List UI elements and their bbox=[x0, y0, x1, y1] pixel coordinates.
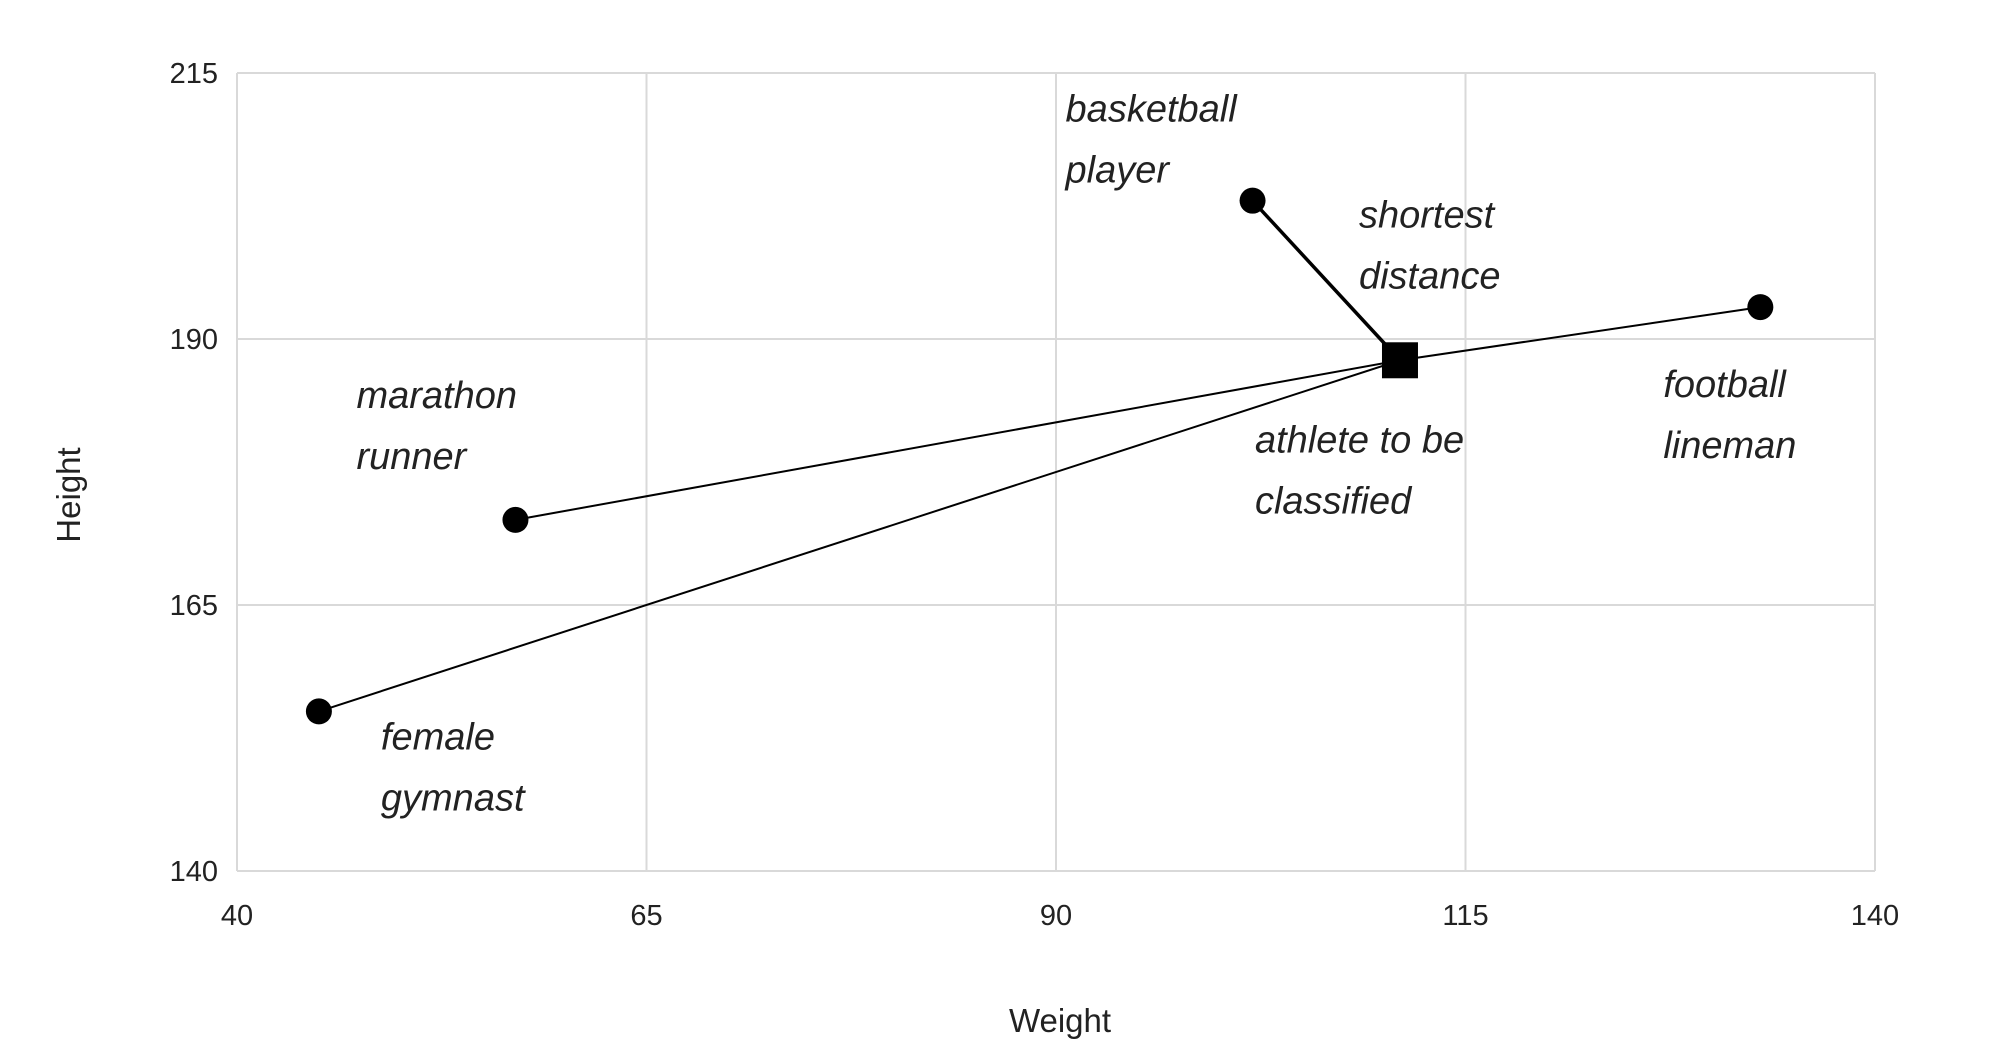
y-tick-label: 190 bbox=[170, 324, 218, 356]
target-athlete-marker bbox=[1381, 342, 1418, 379]
shortest-distance-line bbox=[1251, 199, 1402, 362]
point-label: female gymnast bbox=[381, 716, 526, 819]
athlete-point bbox=[305, 698, 332, 725]
y-axis-title: Height bbox=[50, 447, 87, 542]
shortest-distance-annotation: shortest distance bbox=[1359, 194, 1501, 297]
target-label-line: athlete to be bbox=[1255, 419, 1464, 461]
distance-line bbox=[1399, 306, 1761, 362]
x-tick-label: 90 bbox=[1040, 900, 1072, 932]
target-label-line: classified bbox=[1255, 480, 1413, 522]
point-label: football lineman bbox=[1663, 364, 1796, 467]
target-label: athlete to be classified bbox=[1255, 419, 1464, 522]
point-label-line: female bbox=[381, 716, 495, 758]
point-label: marathon runner bbox=[356, 375, 517, 478]
point-label-line: runner bbox=[356, 436, 467, 478]
point-label-line: marathon bbox=[356, 375, 517, 417]
x-tick-label: 65 bbox=[630, 900, 662, 932]
x-axis-title: Weight bbox=[1009, 1002, 1111, 1039]
point-label-line: player bbox=[1065, 150, 1171, 192]
x-tick-label: 115 bbox=[1442, 900, 1488, 932]
axis-ticks: 40 65 90 115 140 140 165 190 215 bbox=[170, 58, 1900, 932]
grid-lines bbox=[236, 72, 1876, 872]
y-tick-label: 215 bbox=[170, 58, 218, 90]
y-tick-label: 165 bbox=[170, 590, 218, 622]
distance-line bbox=[318, 359, 1401, 713]
shortest-distance-annotation-line: shortest bbox=[1359, 194, 1496, 236]
data-points bbox=[305, 187, 1774, 725]
distance-line bbox=[515, 359, 1401, 521]
shortest-distance-annotation-line: distance bbox=[1359, 255, 1501, 297]
distance-lines bbox=[318, 199, 1761, 713]
point-label-line: football bbox=[1663, 364, 1787, 406]
x-tick-label: 140 bbox=[1851, 900, 1899, 932]
point-label-line: lineman bbox=[1663, 425, 1796, 467]
point-label-line: gymnast bbox=[381, 777, 526, 819]
point-label: basketball player bbox=[1065, 89, 1239, 192]
x-tick-label: 40 bbox=[221, 900, 253, 932]
athlete-point bbox=[1747, 294, 1774, 321]
point-labels: basketball player football lineman marathon r… bbox=[356, 89, 1796, 820]
athlete-point bbox=[1239, 187, 1266, 214]
athlete-point bbox=[502, 506, 529, 533]
y-tick-label: 140 bbox=[170, 856, 218, 888]
point-label-line: basketball bbox=[1066, 89, 1239, 131]
